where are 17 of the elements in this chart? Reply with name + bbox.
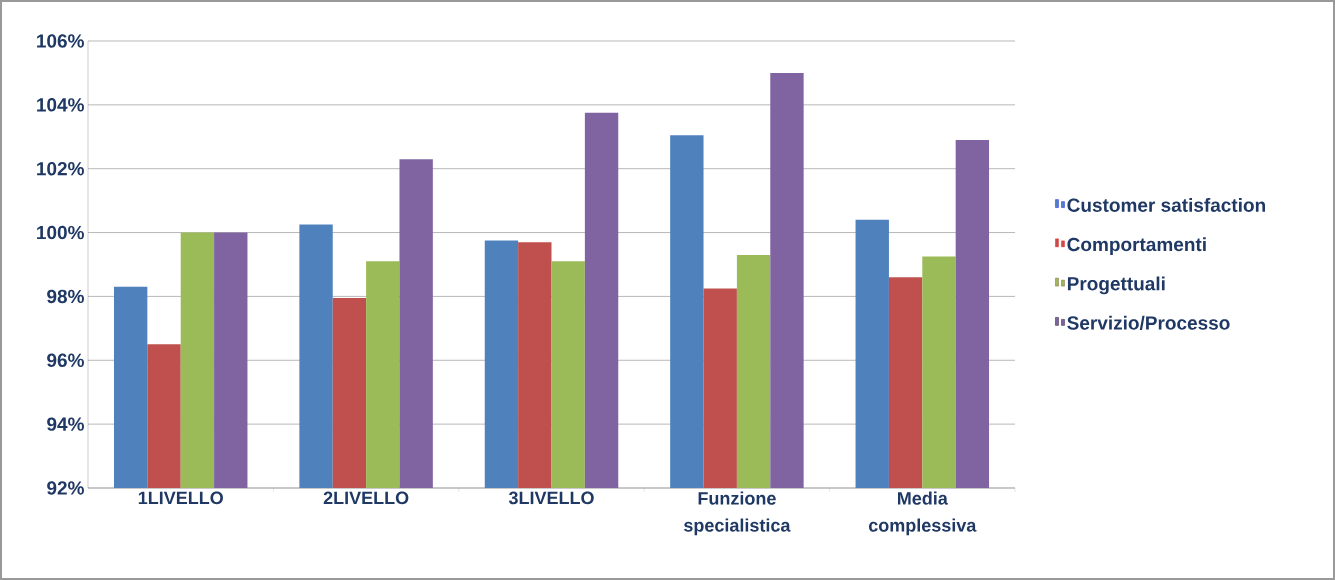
x-tick-label: 2LIVELLO [323, 491, 409, 505]
x-tick-label: 3LIVELLO [508, 491, 594, 505]
y-tick-label: 104% [37, 98, 84, 112]
y-tick-label: 106% [37, 34, 84, 48]
y-tick-label: 92% [47, 481, 84, 495]
legend-label: Comportamenti [1067, 237, 1206, 255]
y-tick-label: 98% [47, 289, 84, 304]
legend-label: Customer satisfaction [1067, 197, 1266, 212]
x-tick-label: Media complessiva [868, 491, 977, 536]
x-tick-label: 1LIVELLO [138, 491, 223, 505]
y-tick-label: 102% [37, 161, 84, 176]
y-tick-label: 100% [37, 225, 84, 240]
y-tick-label: 96% [47, 353, 84, 367]
legend-label: Progettuali [1067, 276, 1165, 295]
legend-label: Servizio/Processo [1067, 315, 1230, 330]
x-tick-label: Funzione specialistica [684, 491, 791, 536]
y-tick-label: 94% [47, 417, 84, 431]
